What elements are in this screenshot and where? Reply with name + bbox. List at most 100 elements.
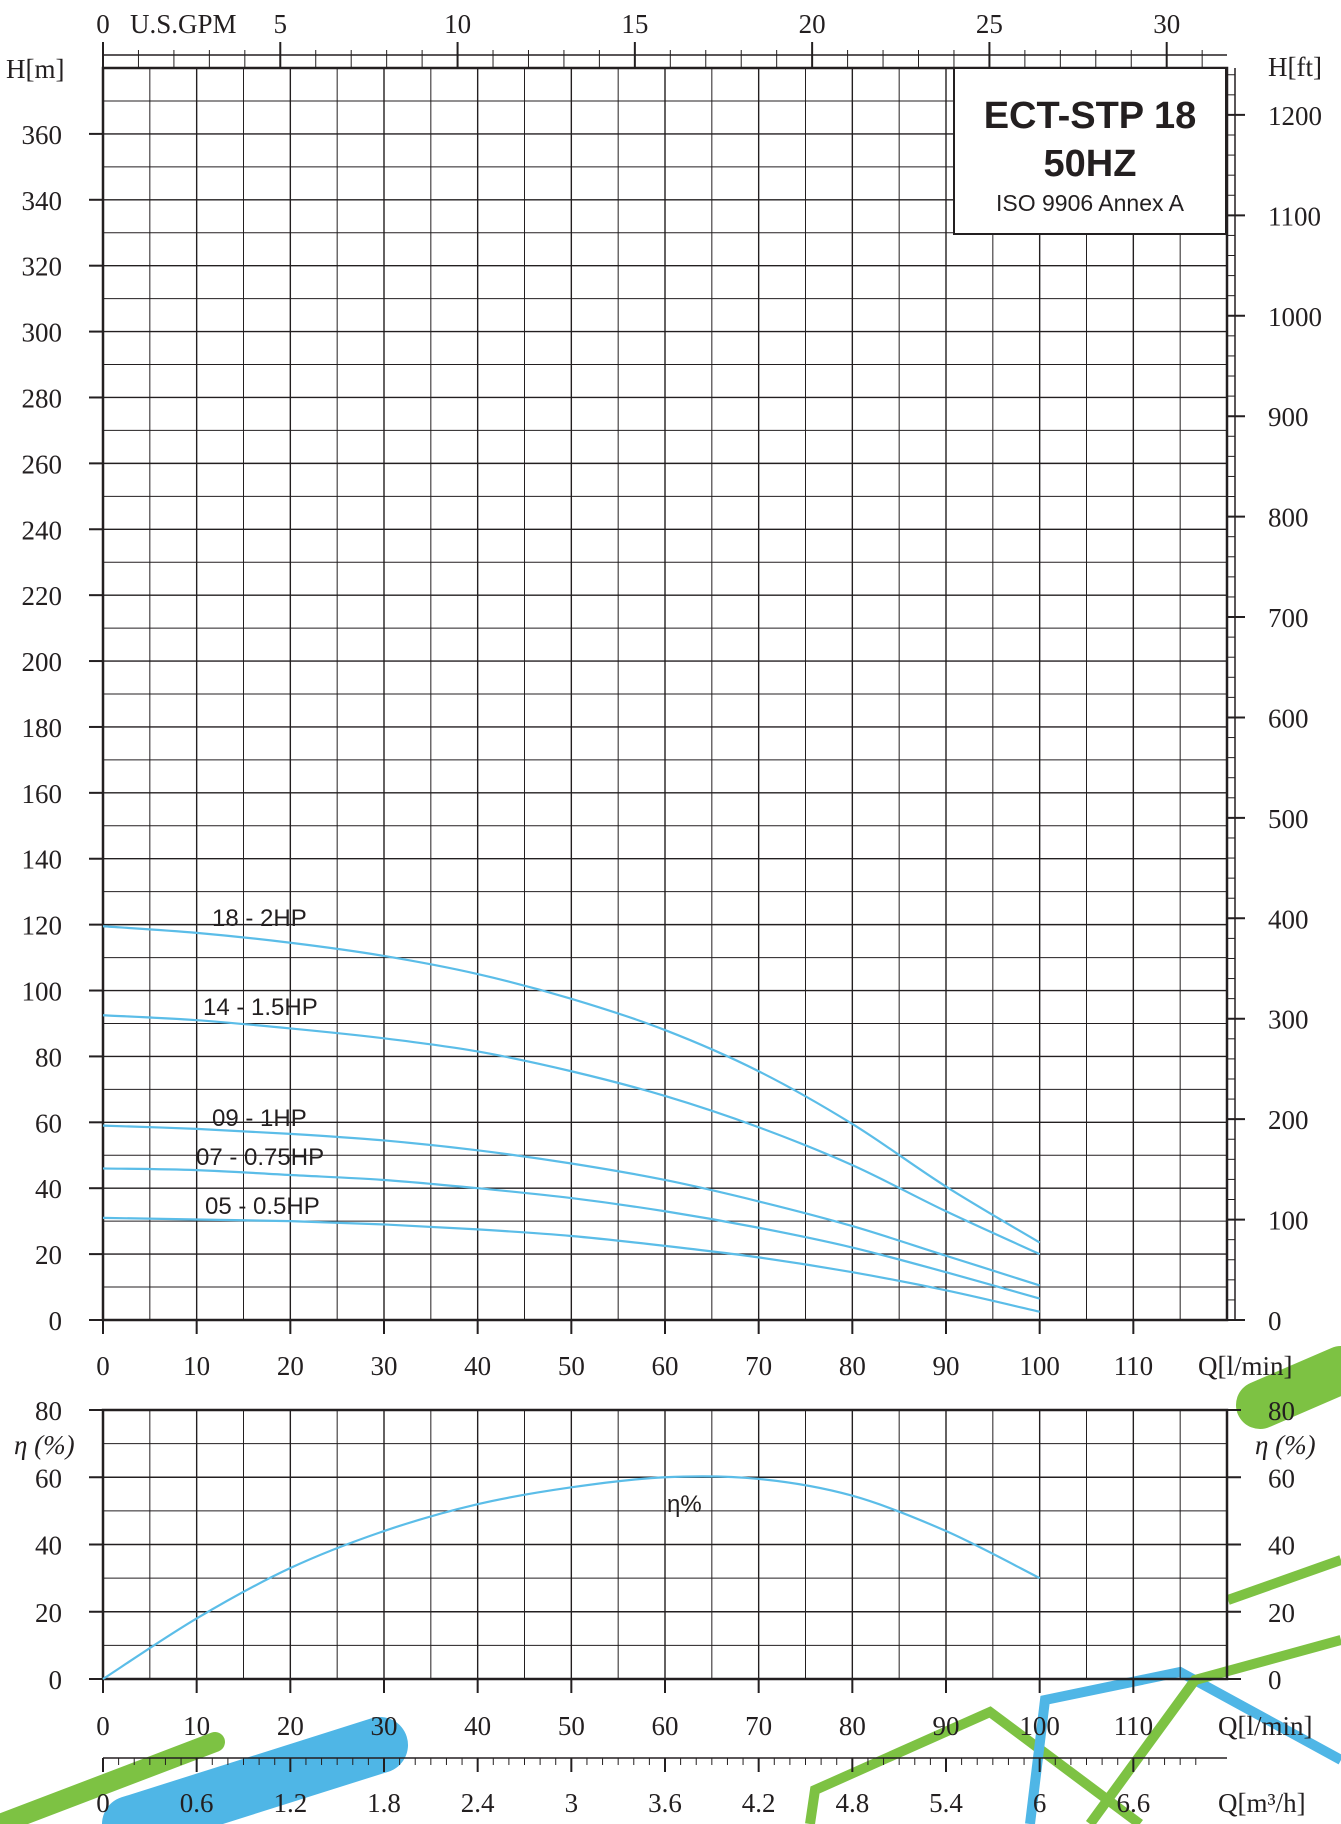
- deco-stripe: [1025, 1666, 1341, 1824]
- y-tick-label: 220: [22, 581, 63, 611]
- y-tick-label: 100: [22, 977, 63, 1007]
- eff-y2-tick-label: 0: [1268, 1665, 1282, 1695]
- x-tick-label: 50: [558, 1351, 585, 1381]
- head-curve: [102, 1167, 1040, 1300]
- efficiency-chart-grid: [101, 1408, 1229, 1681]
- m3h-tick-label: 0: [96, 1788, 110, 1818]
- head-curve: [102, 925, 1041, 1244]
- eff-y2-tick-label: 80: [1268, 1396, 1295, 1426]
- x-tick-label: 80: [839, 1351, 866, 1381]
- curves: [102, 925, 1041, 1680]
- y2-tick-label: 0: [1268, 1306, 1282, 1336]
- y2-axis-label: H[ft]: [1268, 52, 1322, 82]
- title-box-frequency: 50HZ: [1044, 143, 1137, 185]
- head-curve: [102, 1014, 1041, 1256]
- top-tick-label: 25: [976, 9, 1003, 39]
- y2-tick-label: 700: [1268, 603, 1309, 633]
- m3h-axis-label: Q[m³/h]: [1218, 1788, 1306, 1818]
- title-box: ECT-STP 18 50HZ ISO 9906 Annex A: [953, 67, 1227, 235]
- m3h-tick-label: 3: [565, 1788, 579, 1818]
- y-tick-label: 300: [22, 318, 63, 348]
- efficiency-curve-label: η%: [667, 1491, 702, 1518]
- y2-tick-label: 900: [1268, 402, 1309, 432]
- efficiency-curve: [102, 1475, 1041, 1680]
- y2-tick-label: 400: [1268, 904, 1309, 934]
- top-tick-label: 20: [799, 9, 826, 39]
- y2-tick-label: 200: [1268, 1105, 1309, 1135]
- eff-y2-tick-label: 60: [1268, 1463, 1295, 1493]
- x-axis-label: Q[l/min]: [1198, 1351, 1293, 1381]
- y-tick-label: 180: [22, 713, 63, 743]
- top-tick-label: 30: [1153, 9, 1180, 39]
- x-tick-label: 30: [371, 1351, 398, 1381]
- curve-label: 18 - 2HP: [212, 905, 307, 932]
- y-tick-label: 20: [35, 1240, 62, 1270]
- y-tick-label: 160: [22, 779, 63, 809]
- top-tick-label: 10: [444, 9, 471, 39]
- m3h-tick-label: 4.2: [742, 1788, 776, 1818]
- m3h-tick-label: 5.4: [929, 1788, 963, 1818]
- eff-x-tick-label: 70: [745, 1711, 772, 1741]
- eff-x-tick-label: 50: [558, 1711, 585, 1741]
- eff-x-tick-label: 80: [839, 1711, 866, 1741]
- axes: [89, 42, 1245, 1772]
- top-tick-label: 15: [621, 9, 648, 39]
- y2-tick-label: 500: [1268, 804, 1309, 834]
- eff-x-tick-label: 10: [183, 1711, 210, 1741]
- eff-x-tick-label: 30: [371, 1711, 398, 1741]
- deco-stripe: [1236, 1346, 1341, 1429]
- y-tick-label: 60: [35, 1108, 62, 1138]
- y-tick-label: 80: [35, 1042, 62, 1072]
- curve-label: 14 - 1.5HP: [203, 994, 318, 1021]
- top-tick-label: 5: [274, 9, 288, 39]
- m3h-tick-label: 2.4: [461, 1788, 495, 1818]
- y-tick-label: 340: [22, 186, 63, 216]
- eff-y-tick-label: 80: [35, 1396, 62, 1426]
- deco-stripe: [805, 1706, 1143, 1824]
- head-curve: [102, 1124, 1041, 1287]
- m3h-tick-label: 4.8: [835, 1788, 869, 1818]
- tick-labels: 0204060801001201401601802002202402602803…: [6, 9, 1322, 1818]
- y-tick-label: 120: [22, 911, 63, 941]
- eff-x-axis-label: Q[l/min]: [1218, 1711, 1313, 1741]
- eff-y2-tick-label: 20: [1268, 1598, 1295, 1628]
- x-tick-label: 60: [652, 1351, 679, 1381]
- eff-y2-tick-label: 40: [1268, 1531, 1295, 1561]
- eff-y-tick-label: 60: [35, 1463, 62, 1493]
- y-tick-label: 140: [22, 845, 63, 875]
- y-tick-label: 200: [22, 647, 63, 677]
- y2-tick-label: 300: [1268, 1005, 1309, 1035]
- top-axis-label: U.S.GPM: [130, 9, 237, 39]
- background-decoration: [0, 1346, 1341, 1824]
- deco-stripe: [0, 1732, 225, 1824]
- x-tick-label: 10: [183, 1351, 210, 1381]
- eff-y-axis-label: η (%): [14, 1430, 75, 1460]
- m3h-tick-label: 6: [1033, 1788, 1047, 1818]
- y-tick-label: 40: [35, 1174, 62, 1204]
- y-tick-label: 240: [22, 515, 63, 545]
- title-box-standard: ISO 9906 Annex A: [996, 190, 1185, 216]
- title-box-title: ECT-STP 18: [984, 95, 1197, 137]
- curve-label: 05 - 0.5HP: [205, 1193, 320, 1220]
- eff-x-tick-label: 100: [1019, 1711, 1060, 1741]
- y-tick-label: 360: [22, 120, 63, 150]
- eff-x-tick-label: 0: [96, 1711, 110, 1741]
- x-tick-label: 70: [745, 1351, 772, 1381]
- head-curve: [102, 1216, 1040, 1313]
- y2-tick-label: 100: [1268, 1206, 1309, 1236]
- curve-label: 09 - 1HP: [212, 1105, 307, 1132]
- y-tick-label: 280: [22, 383, 63, 413]
- y2-tick-label: 1000: [1268, 302, 1322, 332]
- y-tick-label: 320: [22, 252, 63, 282]
- y2-tick-label: 1100: [1268, 201, 1321, 231]
- title-box-frame: [953, 67, 1227, 235]
- top-tick-label: 0: [96, 9, 110, 39]
- eff-x-tick-label: 110: [1114, 1711, 1154, 1741]
- eff-x-tick-label: 90: [933, 1711, 960, 1741]
- x-tick-label: 110: [1114, 1351, 1154, 1381]
- head-chart-grid: [101, 66, 1229, 1322]
- x-tick-label: 90: [933, 1351, 960, 1381]
- m3h-tick-label: 3.6: [648, 1788, 682, 1818]
- eff-y-tick-label: 0: [49, 1665, 63, 1695]
- eff-x-tick-label: 40: [464, 1711, 491, 1741]
